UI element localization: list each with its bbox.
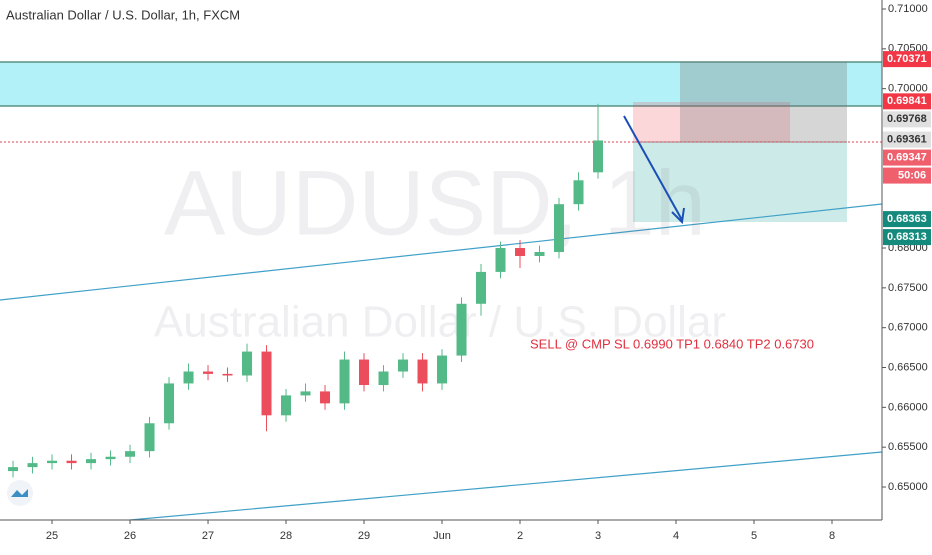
candle-body — [437, 355, 448, 384]
candle-body — [339, 359, 350, 404]
countdown-box — [883, 167, 931, 184]
candle-body — [476, 271, 487, 304]
annotation: SELL @ CMP SL 0.6990 TP1 0.6840 TP2 0.67… — [530, 336, 814, 351]
price-label: 0.68363 — [887, 213, 927, 225]
price-label-box — [883, 149, 931, 166]
price-label: 0.69347 — [887, 151, 927, 163]
candle-body — [417, 359, 428, 384]
candle-body — [125, 451, 136, 457]
candle-body — [242, 351, 253, 376]
price-label-box — [883, 51, 931, 68]
arrow-head — [671, 207, 685, 225]
candle-body — [66, 460, 77, 464]
price-label: 0.69361 — [887, 133, 927, 145]
price-label-box — [883, 93, 931, 110]
price-label-box — [883, 229, 931, 246]
y-tick-label: 0.65500 — [888, 441, 928, 453]
marks — [8, 103, 604, 478]
x-tick-label: 8 — [829, 530, 835, 542]
candle-body — [281, 395, 292, 416]
x-tick-label: 25 — [46, 530, 58, 542]
y-tick-label: 0.66000 — [888, 401, 928, 413]
candle-body — [515, 248, 526, 256]
price-axis — [882, 0, 932, 550]
x-tick-label: Jun — [433, 530, 451, 542]
stop-zone — [633, 102, 790, 142]
x-tick-label: 2 — [517, 530, 523, 542]
x-tick-label: 28 — [280, 530, 292, 542]
price-label: 0.69768 — [887, 113, 927, 125]
price-label-box — [883, 111, 931, 128]
price-label-box — [883, 211, 931, 228]
candle-body — [378, 371, 389, 386]
candle-body — [105, 456, 116, 460]
candle-body — [534, 251, 545, 256]
logo-icon — [11, 489, 28, 497]
drawings — [0, 61, 883, 521]
stop-zone-2 — [680, 62, 847, 142]
y-tick-label: 0.65000 — [888, 481, 928, 493]
price-label-box — [883, 131, 931, 148]
resistance-zone — [0, 62, 882, 106]
watermark-subtitle: Australian Dollar / U.S. Dollar — [154, 298, 726, 347]
x-tick-label: 26 — [124, 530, 136, 542]
candle-body — [261, 351, 272, 416]
axes: 0.710000.705000.700000.680000.675000.670… — [46, 3, 931, 542]
y-tick-label: 0.71000 — [888, 3, 928, 15]
candle-body — [593, 140, 604, 173]
trendline — [0, 203, 883, 301]
candle-body — [495, 248, 506, 272]
trendline — [129, 451, 883, 521]
candle-body — [554, 204, 565, 252]
candle-body — [573, 180, 584, 205]
y-tick-label: 0.67500 — [888, 282, 928, 294]
candle-body — [320, 391, 331, 404]
candle-body — [456, 303, 467, 356]
chart-title: Australian Dollar / U.S. Dollar, 1h, FXC… — [6, 7, 240, 22]
candle-body — [222, 373, 233, 376]
candle-body — [86, 459, 97, 464]
candle-body — [398, 359, 409, 372]
candle-body — [300, 391, 311, 396]
y-tick-label: 0.66500 — [888, 361, 928, 373]
countdown: 50:06 — [898, 169, 926, 181]
watermark: AUDUSD, 1h — [164, 152, 706, 254]
x-tick-label: 4 — [673, 530, 679, 542]
x-tick-label: 3 — [595, 530, 601, 542]
candle-body — [164, 383, 175, 424]
candle-body — [144, 423, 155, 452]
price-label: 0.68313 — [887, 231, 927, 243]
price-label: 0.70371 — [887, 53, 927, 65]
y-tick-label: 0.67000 — [888, 322, 928, 334]
candle-body — [27, 463, 38, 468]
y-tick-label: 0.70000 — [888, 83, 928, 95]
candle-body — [183, 371, 194, 384]
price-label: 0.69841 — [887, 95, 927, 107]
candle-body — [8, 467, 19, 472]
arrow — [623, 115, 683, 221]
candle-body — [359, 359, 370, 386]
candle-body — [203, 371, 214, 374]
x-tick-label: 27 — [202, 530, 214, 542]
x-tick-label: 5 — [751, 530, 757, 542]
target-zone — [633, 142, 847, 222]
x-tick-label: 29 — [358, 530, 370, 542]
candle-body — [47, 460, 58, 464]
